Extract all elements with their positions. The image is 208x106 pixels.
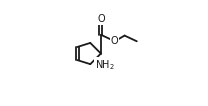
Text: O: O xyxy=(111,36,119,46)
Text: O: O xyxy=(97,14,105,24)
Text: NH$_2$: NH$_2$ xyxy=(95,58,115,72)
